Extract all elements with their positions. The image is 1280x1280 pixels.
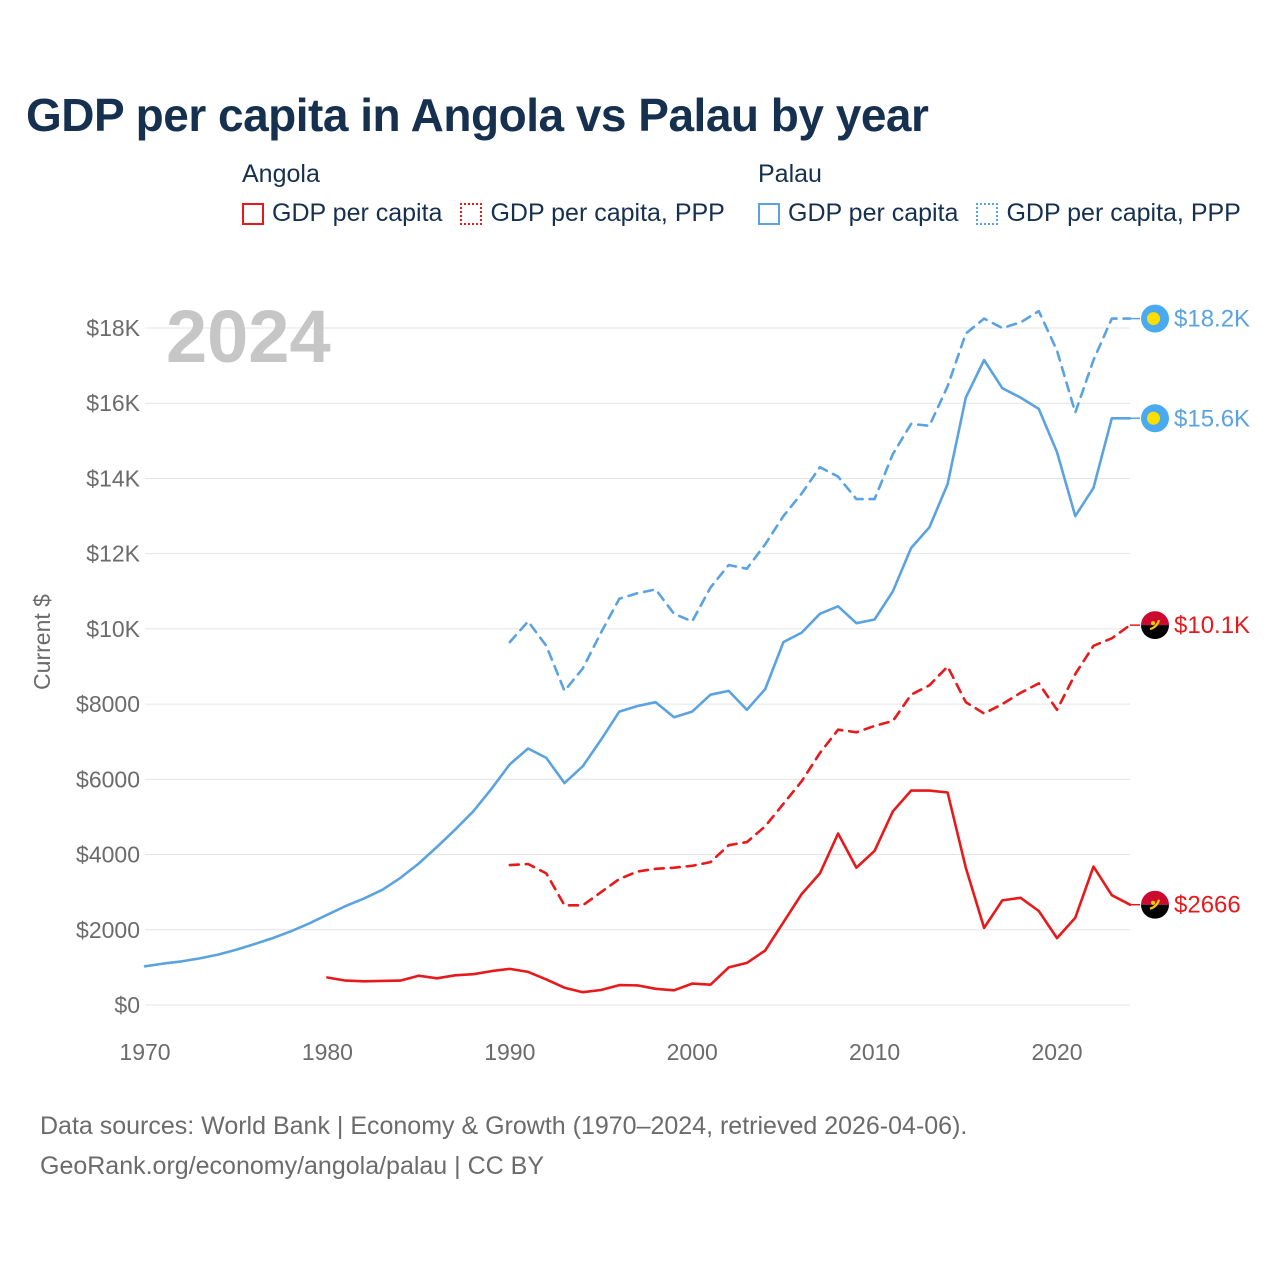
y-tick-label: $12K <box>86 541 140 567</box>
y-tick-label: $0 <box>114 992 140 1018</box>
y-axis-ticks: $0 $2000 $4000 $6000 $8000 $10K $12K $14K $16K $1… <box>76 315 141 1018</box>
legend-palau-title: Palau <box>758 160 822 188</box>
sources-line-2[interactable]: GeoRank.org/economy/angola/palau | CC BY <box>40 1152 545 1180</box>
legend-label: GDP per capita, PPP <box>1006 199 1241 227</box>
end-value-label: $18.2K <box>1174 306 1250 333</box>
y-tick-label: $6000 <box>76 766 140 792</box>
sources-line-1: Data sources: World Bank | Economy & Gro… <box>40 1112 968 1140</box>
legend-palau-gdp[interactable]: GDP per capita <box>758 199 958 228</box>
x-tick-label: 1970 <box>119 1039 170 1065</box>
series-line-angola-ppp[interactable] <box>508 623 1132 907</box>
y-tick-label: $8000 <box>76 691 140 717</box>
y-tick-label: $14K <box>86 465 140 491</box>
y-axis-title: Current $ <box>29 594 55 690</box>
legend-label: GDP per capita, PPP <box>490 199 725 227</box>
end-value-label: $2666 <box>1174 892 1241 919</box>
x-tick-label: 1990 <box>484 1039 535 1065</box>
end-labels: $18.2K $15.6K $10.1K $2666 <box>1130 304 1250 919</box>
x-tick-label: 2000 <box>667 1039 718 1065</box>
data-sources: Data sources: World Bank | Economy & Gro… <box>40 1106 967 1186</box>
x-tick-label: 2010 <box>849 1039 900 1065</box>
legend-dotted-swatch <box>460 202 483 225</box>
palau-flag-icon <box>1141 304 1169 333</box>
y-tick-label: $18K <box>86 315 140 341</box>
legend-palau-gdp-ppp[interactable]: GDP per capita, PPP <box>976 199 1241 228</box>
y-tick-label: $16K <box>86 390 140 416</box>
y-tick-label: $10K <box>86 616 140 642</box>
series-line-angola[interactable] <box>326 789 1132 994</box>
legend-angola-gdp[interactable]: GDP per capita <box>242 199 442 228</box>
series-line-palau[interactable] <box>143 358 1132 968</box>
end-value-label: $10.1K <box>1174 612 1250 639</box>
x-tick-label: 2020 <box>1031 1039 1082 1065</box>
legend-palau: Palau GDP per capita GDP per capita, PPP <box>758 160 1241 228</box>
legend-label: GDP per capita <box>788 199 959 227</box>
x-axis-ticks: 1970 1980 1990 2000 2010 2020 <box>119 1039 1082 1065</box>
angola-flag-icon <box>1141 611 1169 640</box>
palau-flag-icon <box>1141 404 1169 433</box>
year-watermark: 2024 <box>166 295 331 378</box>
legend-solid-swatch <box>242 202 264 225</box>
y-tick-label: $2000 <box>76 917 140 943</box>
legend-dotted-swatch <box>976 202 999 225</box>
legend-angola-title: Angola <box>242 160 320 188</box>
series-lines <box>143 309 1132 994</box>
end-value-label: $15.6K <box>1174 405 1250 432</box>
grid-lines <box>145 327 1130 1006</box>
legend-angola: Angola GDP per capita GDP per capita, PP… <box>242 160 743 228</box>
y-tick-label: $4000 <box>76 842 140 868</box>
x-tick-label: 1980 <box>302 1039 353 1065</box>
angola-flag-icon <box>1141 890 1169 919</box>
chart-title: GDP per capita in Angola vs Palau by yea… <box>26 89 929 141</box>
legend-solid-swatch <box>758 202 780 225</box>
series-line-palau-ppp[interactable] <box>508 309 1132 693</box>
legend-angola-gdp-ppp[interactable]: GDP per capita, PPP <box>460 199 725 228</box>
legend-label: GDP per capita <box>272 199 443 227</box>
